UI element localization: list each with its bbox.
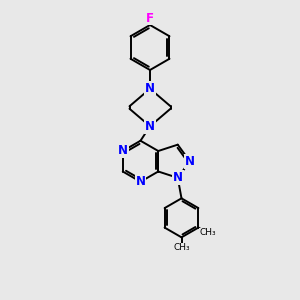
Text: N: N [145, 120, 155, 133]
Text: CH₃: CH₃ [173, 243, 190, 252]
Text: N: N [173, 171, 183, 184]
Text: N: N [185, 155, 195, 168]
Text: CH₃: CH₃ [199, 228, 216, 237]
Text: N: N [145, 82, 155, 95]
Text: F: F [146, 11, 154, 25]
Text: N: N [136, 175, 146, 188]
Text: N: N [118, 145, 128, 158]
